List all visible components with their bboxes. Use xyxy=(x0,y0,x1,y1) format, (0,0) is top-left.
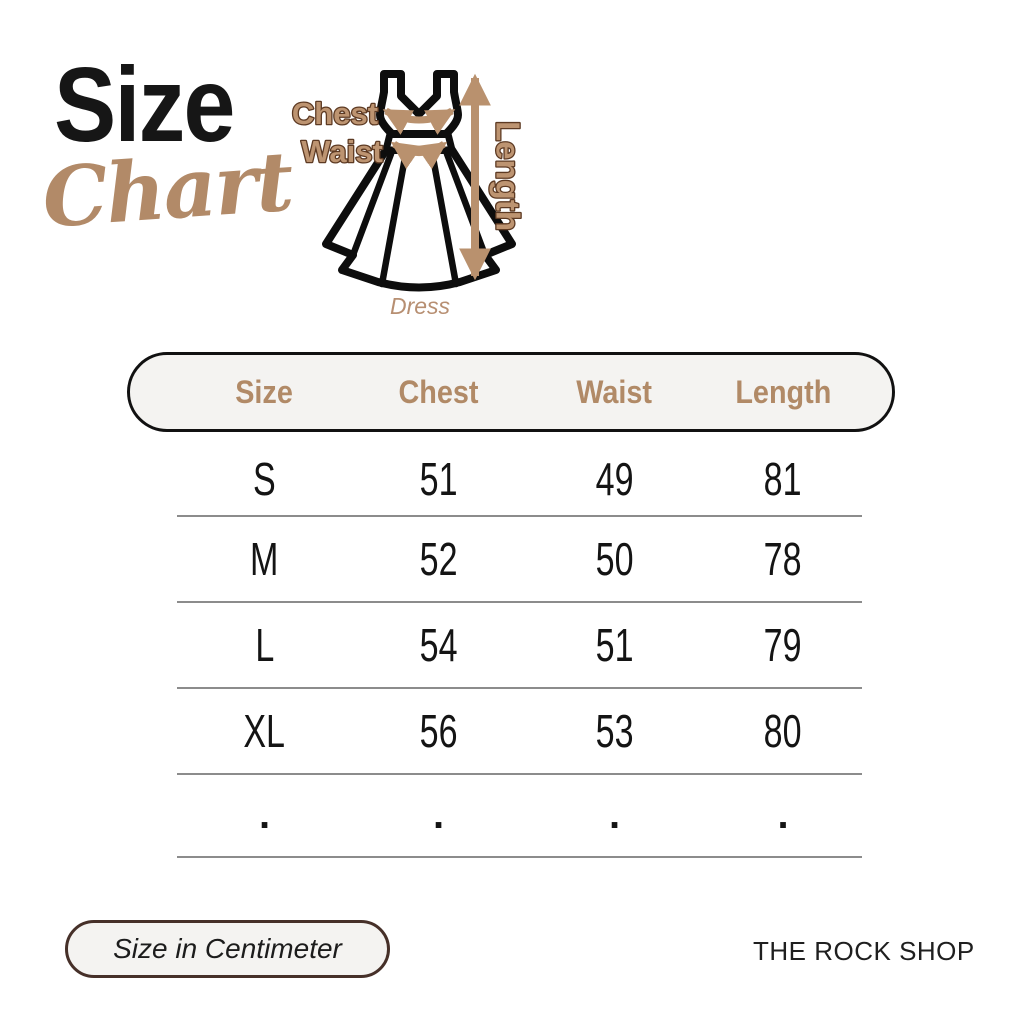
waist-cell: 53 xyxy=(595,705,634,757)
chest-cell: 56 xyxy=(419,705,458,757)
waist-cell: 49 xyxy=(595,452,634,505)
dress-bodice-outline xyxy=(376,70,462,138)
unit-note-pill: Size in Centimeter xyxy=(65,920,390,978)
table-header-pill: Size Chest Waist Length xyxy=(127,352,895,432)
table-row-s: S 51 49 81 xyxy=(177,432,862,517)
waist-cell: 50 xyxy=(595,533,634,585)
table-row-xl: XL 56 53 80 xyxy=(177,689,862,775)
size-cell: XL xyxy=(243,705,286,757)
chest-label: Chest xyxy=(292,96,378,131)
column-header-size: Size xyxy=(235,373,294,410)
size-cell: M xyxy=(250,533,279,585)
length-cell: 80 xyxy=(764,705,802,757)
column-header-length: Length xyxy=(735,373,831,410)
size-table: Size Chest Waist Length S 51 49 81 M 52 … xyxy=(127,352,895,858)
length-cell: 78 xyxy=(764,533,802,585)
waist-label: Waist xyxy=(301,134,383,169)
page-subtitle: Chart xyxy=(39,133,295,247)
waist-cell: 51 xyxy=(595,619,634,671)
length-label: Length xyxy=(489,121,526,231)
length-cell: 81 xyxy=(764,452,802,505)
waist-measure-arrow xyxy=(390,141,448,170)
column-header-waist: Waist xyxy=(576,373,653,410)
dress-caption: Dress xyxy=(390,293,451,319)
table-row-m: M 52 50 78 xyxy=(177,517,862,603)
chest-cell: . xyxy=(432,793,445,837)
size-cell: L xyxy=(255,619,274,671)
length-cell: . xyxy=(777,793,789,837)
chest-measure-arrow xyxy=(382,107,456,135)
chest-cell: 52 xyxy=(419,533,458,585)
size-cell: S xyxy=(253,452,276,505)
column-header-chest: Chest xyxy=(398,373,479,410)
dress-skirt-outline xyxy=(322,146,516,292)
table-row-placeholder: . . . . xyxy=(177,775,862,858)
waist-cell: . xyxy=(608,793,621,837)
size-cell: . xyxy=(258,793,271,837)
chest-cell: 51 xyxy=(419,452,458,505)
table-row-l: L 54 51 79 xyxy=(177,603,862,689)
chest-cell: 54 xyxy=(419,619,458,671)
page-title: Size xyxy=(54,46,235,164)
brand-name: THE ROCK SHOP xyxy=(753,936,975,966)
table-body: S 51 49 81 M 52 50 78 L 54 51 79 XL 56 5… xyxy=(177,432,862,858)
unit-note-text: Size in Centimeter xyxy=(113,933,342,964)
dress-measurement-diagram: Chest Waist Length Dress xyxy=(278,52,544,332)
length-cell: 79 xyxy=(764,619,802,671)
